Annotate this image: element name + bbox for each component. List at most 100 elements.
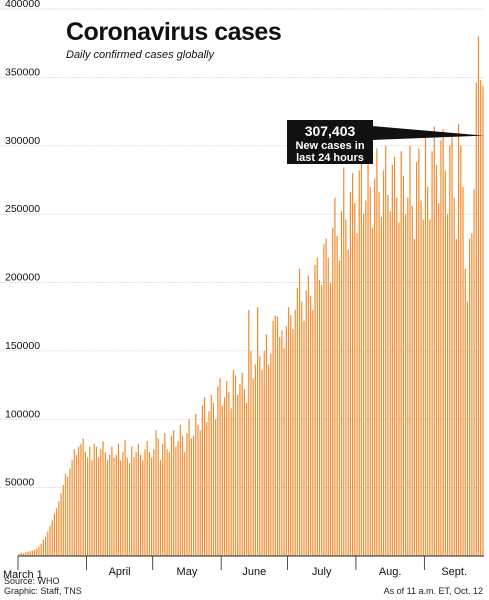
bar — [453, 197, 455, 556]
bar — [254, 364, 257, 556]
bar — [431, 151, 433, 556]
bar — [80, 443, 82, 556]
bar — [206, 421, 208, 556]
bar — [199, 430, 201, 556]
x-tick-label: Aug. — [379, 566, 402, 578]
bar — [316, 257, 318, 556]
callout: 307,403 New cases in last 24 hours — [287, 120, 484, 164]
bar — [115, 454, 117, 556]
bar — [252, 378, 254, 556]
bar — [168, 452, 170, 556]
bar — [283, 348, 285, 556]
bar — [396, 197, 398, 556]
bar — [418, 148, 420, 557]
bar — [148, 452, 151, 556]
bar — [334, 197, 336, 556]
bar — [106, 460, 109, 556]
bar — [157, 438, 159, 556]
callout-value: 307,403 — [305, 123, 356, 139]
bar — [29, 551, 31, 556]
bar — [166, 449, 168, 556]
bar — [356, 233, 358, 556]
bar — [279, 337, 281, 556]
bar — [175, 446, 177, 556]
bar — [232, 370, 234, 556]
bar — [270, 353, 272, 556]
bar — [95, 446, 98, 556]
bar — [69, 468, 71, 556]
bar — [281, 330, 283, 556]
bar — [323, 244, 325, 556]
bar — [56, 508, 58, 556]
bar — [354, 203, 356, 556]
bar — [73, 449, 75, 556]
bar — [305, 290, 307, 556]
bar — [104, 452, 106, 556]
bar — [411, 205, 413, 557]
bar — [449, 145, 451, 556]
bar — [111, 446, 113, 556]
bar — [325, 238, 327, 557]
chart-title: Coronavirus cases — [66, 18, 282, 46]
bar — [402, 175, 404, 556]
callout-text-line2: last 24 hours — [296, 152, 364, 164]
bar — [98, 457, 100, 556]
bar — [336, 236, 338, 556]
bar — [371, 227, 374, 557]
bar — [455, 238, 457, 557]
y-tick-label: 200000 — [5, 272, 40, 284]
bar — [53, 513, 56, 556]
bar — [117, 443, 120, 556]
bar — [173, 430, 175, 556]
bar — [186, 432, 188, 556]
y-tick-label: 50000 — [5, 477, 34, 489]
bar — [135, 452, 137, 556]
bar — [159, 460, 162, 556]
bar — [38, 546, 40, 556]
bar — [290, 315, 292, 556]
bar — [31, 550, 33, 556]
bar — [144, 449, 146, 556]
bar — [416, 162, 418, 556]
bar — [36, 548, 38, 556]
bar — [239, 383, 241, 556]
chart-subtitle: Daily confirmed cases globally — [66, 49, 214, 61]
bar — [404, 214, 407, 557]
bar — [75, 454, 78, 556]
bar — [435, 164, 438, 556]
bar — [22, 553, 25, 556]
bar — [471, 233, 473, 556]
bar — [195, 413, 197, 556]
bar — [312, 309, 314, 556]
bar — [462, 186, 464, 556]
bar — [84, 452, 86, 556]
x-tick-label: July — [312, 566, 332, 578]
bar — [25, 552, 27, 556]
bar — [351, 173, 354, 556]
bar — [440, 140, 442, 556]
bar — [457, 123, 460, 557]
bar — [438, 203, 440, 556]
bar — [215, 419, 217, 556]
bar — [122, 452, 124, 556]
source-note: Source: WHO Graphic: Staff, TNS — [4, 576, 82, 596]
bar — [188, 419, 190, 556]
bar — [27, 551, 29, 556]
bar — [126, 457, 128, 556]
bar — [263, 350, 265, 557]
bar — [358, 170, 360, 556]
bar — [332, 227, 334, 557]
bar — [64, 473, 67, 556]
bar — [261, 370, 263, 556]
bar — [93, 443, 95, 556]
bar — [272, 320, 274, 556]
bar — [243, 389, 245, 556]
bar — [327, 257, 329, 556]
bar — [33, 549, 36, 556]
bar — [226, 380, 228, 556]
bar — [363, 214, 365, 557]
bar — [197, 424, 199, 556]
bar — [100, 449, 102, 556]
bar — [62, 484, 64, 556]
bar — [413, 238, 416, 557]
